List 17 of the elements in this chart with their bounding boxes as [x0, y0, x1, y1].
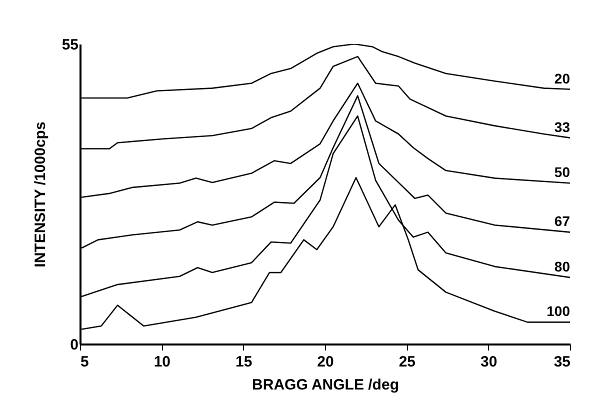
- y-axis-title: INTENSITY /1000cps: [32, 122, 49, 268]
- x-tick-label: 30: [480, 354, 498, 370]
- series-label: 80: [554, 258, 570, 274]
- series-label: 67: [554, 213, 570, 230]
- x-axis-title: BRAGG ANGLE /deg: [252, 376, 399, 394]
- series-label: 33: [554, 118, 570, 135]
- y-tick-label: 0: [70, 336, 78, 354]
- x-tick-label: 10: [154, 354, 171, 370]
- x-tick-label: 5: [80, 354, 89, 370]
- series-label: 20: [554, 70, 570, 86]
- series-label: 50: [554, 164, 570, 180]
- x-tick-label: 15: [235, 354, 252, 370]
- series-label: 100: [546, 303, 570, 320]
- x-tick-label: 35: [554, 354, 570, 370]
- x-tick-label: 20: [317, 354, 334, 370]
- x-tick-label: 25: [398, 354, 416, 370]
- y-tick-label: 55: [62, 36, 78, 54]
